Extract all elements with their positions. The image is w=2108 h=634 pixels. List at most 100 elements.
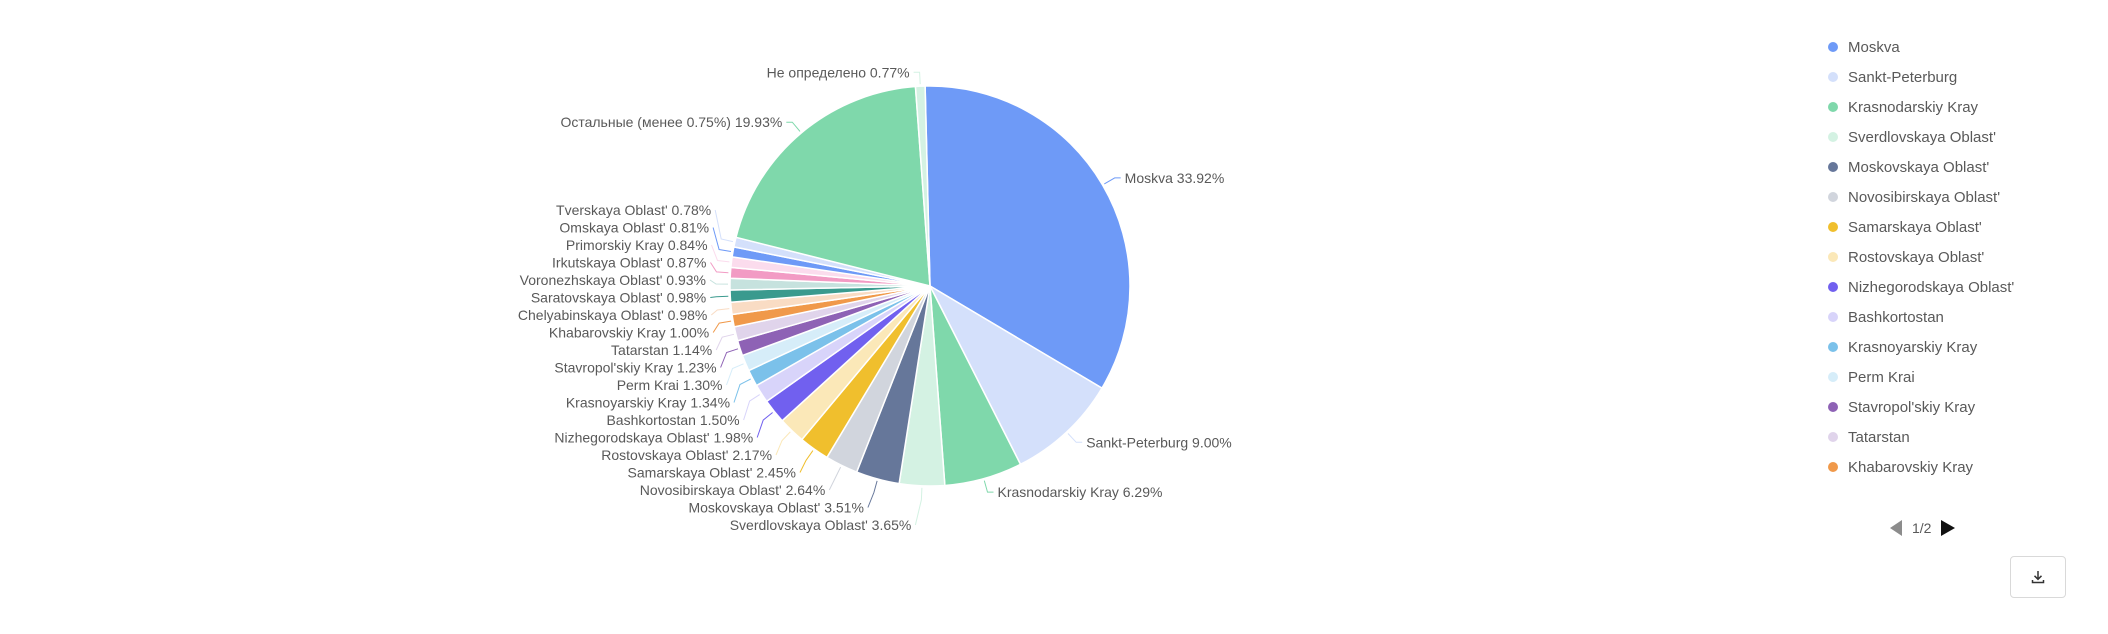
- legend-item-12[interactable]: Perm Krai: [1828, 362, 2088, 392]
- legend-marker: [1828, 132, 1838, 142]
- legend-item-6[interactable]: Novosibirskaya Oblast': [1828, 182, 2088, 212]
- leader-line-3: [983, 480, 994, 493]
- legend-marker: [1828, 372, 1838, 382]
- pie-slice-1[interactable]: [924, 85, 1131, 390]
- slice-label-4: Sverdlovskaya Oblast' 3.65%: [730, 517, 912, 533]
- legend-item-9[interactable]: Nizhegorodskaya Oblast': [1828, 272, 2088, 302]
- leader-line-20: [711, 244, 730, 263]
- legend-label: Khabarovskiy Kray: [1848, 458, 1974, 476]
- legend-item-8[interactable]: Rostovskaya Oblast': [1828, 242, 2088, 272]
- legend-item-11[interactable]: Krasnoyarskiy Kray: [1828, 332, 2088, 362]
- leader-line-10: [743, 394, 760, 421]
- legend-item-15[interactable]: Khabarovskiy Kray: [1828, 452, 2088, 482]
- slice-label-7: Samarskaya Oblast' 2.45%: [628, 465, 796, 481]
- leader-line-24: [913, 71, 921, 85]
- legend-label: Stavropol'skiy Kray: [1848, 398, 1976, 416]
- leader-line-17: [710, 295, 729, 298]
- legend-label: Krasnoyarskiy Kray: [1848, 338, 1978, 356]
- legend-label: Novosibirskaya Oblast': [1848, 188, 2001, 206]
- leader-line-18: [709, 279, 729, 285]
- leader-line-5: [867, 480, 878, 508]
- slice-label-11: Krasnoyarskiy Kray 1.34%: [566, 395, 730, 411]
- slice-label-9: Nizhegorodskaya Oblast' 1.98%: [554, 430, 753, 446]
- slice-label-6: Novosibirskaya Oblast' 2.64%: [640, 482, 826, 498]
- legend-item-4[interactable]: Sverdlovskaya Oblast': [1828, 122, 2088, 152]
- legend-item-7[interactable]: Samarskaya Oblast': [1828, 212, 2088, 242]
- legend-item-14[interactable]: Tatarstan: [1828, 422, 2088, 452]
- pie-slice-2[interactable]: [928, 284, 1103, 466]
- legend-marker: [1828, 162, 1838, 172]
- legend-marker: [1828, 102, 1838, 112]
- legend-label: Krasnodarskiy Kray: [1848, 98, 1979, 116]
- legend-marker: [1828, 192, 1838, 202]
- legend-label: Perm Krai: [1848, 368, 1915, 386]
- leader-line-4: [914, 487, 923, 526]
- legend-label: Samarskaya Oblast': [1848, 218, 1982, 236]
- legend-pager: 1/2: [1890, 520, 1956, 536]
- legend-label: Bashkortostan: [1848, 308, 1944, 326]
- slice-label-22: Tverskaya Oblast' 0.78%: [556, 202, 711, 218]
- leader-line-14: [715, 333, 735, 351]
- legend-label: Nizhegorodskaya Oblast': [1848, 278, 2015, 296]
- download-icon: [2031, 571, 2045, 584]
- slice-label-24: Не определено 0.77%: [767, 64, 910, 80]
- page-indicator: 1/2: [1912, 520, 1932, 536]
- leader-line-21: [712, 227, 732, 252]
- legend-label: Tatarstan: [1848, 428, 1910, 446]
- legend-label: Sverdlovskaya Oblast': [1848, 128, 1996, 146]
- legend-marker: [1828, 312, 1838, 322]
- chart-legend: Moskva Sankt-Peterburg Krasnodarskiy Kra…: [1828, 32, 2088, 482]
- slice-label-23: Остальные (менее 0.75%) 19.93%: [560, 114, 782, 130]
- legend-item-10[interactable]: Bashkortostan: [1828, 302, 2088, 332]
- slice-label-3: Krasnodarskiy Kray 6.29%: [997, 484, 1162, 500]
- leader-line-19: [710, 262, 729, 274]
- legend-marker: [1828, 402, 1838, 412]
- legend-marker: [1828, 282, 1838, 292]
- leader-line-9: [756, 412, 773, 438]
- legend-marker: [1828, 42, 1838, 52]
- slice-label-19: Irkutskaya Oblast' 0.87%: [552, 255, 706, 271]
- slice-label-12: Perm Krai 1.30%: [617, 377, 723, 393]
- slice-label-21: Omskaya Oblast' 0.81%: [559, 220, 709, 236]
- leader-line-11: [733, 378, 751, 403]
- leader-line-23: [786, 121, 801, 132]
- legend-marker: [1828, 462, 1838, 472]
- slice-label-13: Stavropol'skiy Kray 1.23%: [554, 360, 716, 376]
- legend-item-13[interactable]: Stavropol'skiy Kray: [1828, 392, 2088, 422]
- leader-line-22: [714, 209, 734, 243]
- legend-marker: [1828, 252, 1838, 262]
- previous-page-icon[interactable]: [1890, 520, 1902, 536]
- leader-line-12: [726, 363, 744, 386]
- leader-line-1: [1104, 177, 1121, 185]
- download-button[interactable]: [2010, 556, 2066, 598]
- slice-label-15: Khabarovskiy Kray 1.00%: [549, 325, 709, 341]
- leader-line-15: [712, 320, 732, 333]
- pie-chart: Moskva 33.92% Sankt-Peterburg 9.00% Krasno…: [518, 64, 1232, 533]
- legend-label: Moskva: [1848, 38, 1900, 56]
- slice-label-16: Chelyabinskaya Oblast' 0.98%: [518, 307, 707, 323]
- legend-marker: [1828, 342, 1838, 352]
- pie-slice-24[interactable]: [914, 85, 931, 287]
- leader-line-8: [775, 431, 791, 456]
- slice-label-14: Tatarstan 1.14%: [611, 342, 712, 358]
- legend-item-1[interactable]: Moskva: [1828, 32, 2088, 62]
- legend-label: Moskovskaya Oblast': [1848, 158, 1990, 176]
- legend-label: Rostovskaya Oblast': [1848, 248, 1985, 266]
- leader-line-13: [720, 348, 739, 368]
- slice-label-17: Saratovskaya Oblast' 0.98%: [531, 290, 706, 306]
- slice-label-18: Voronezhskaya Oblast' 0.93%: [520, 272, 706, 288]
- slice-label-10: Bashkortostan 1.50%: [606, 412, 739, 428]
- slice-label-2: Sankt-Peterburg 9.00%: [1086, 434, 1232, 450]
- legend-item-5[interactable]: Moskovskaya Oblast': [1828, 152, 2088, 182]
- next-page-icon[interactable]: [1941, 520, 1956, 536]
- legend-marker: [1828, 432, 1838, 442]
- slice-label-20: Primorskiy Kray 0.84%: [566, 237, 708, 253]
- leader-line-6: [828, 466, 842, 491]
- leader-line-2: [1067, 433, 1083, 443]
- pie-slice-23[interactable]: [735, 85, 931, 287]
- slice-label-1: Moskva 33.92%: [1125, 170, 1225, 186]
- slice-label-8: Rostovskaya Oblast' 2.17%: [601, 447, 772, 463]
- legend-item-2[interactable]: Sankt-Peterburg: [1828, 62, 2088, 92]
- legend-item-3[interactable]: Krasnodarskiy Kray: [1828, 92, 2088, 122]
- leader-line-16: [710, 308, 730, 316]
